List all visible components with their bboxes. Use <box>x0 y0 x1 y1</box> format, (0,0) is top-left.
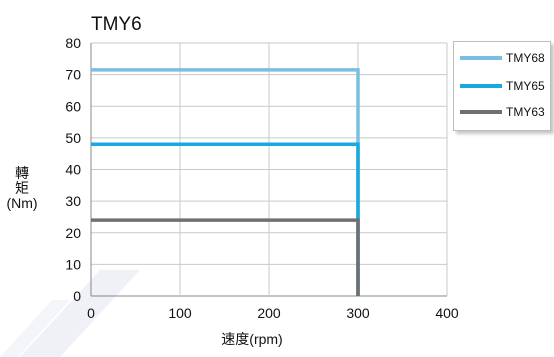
y-axis-label-line: 矩 <box>15 180 29 196</box>
series-line-tmy68 <box>91 68 360 296</box>
x-axis-label: 速度(rpm) <box>221 331 282 347</box>
legend-item-tmy68: TMY68 <box>460 51 545 65</box>
y-tick-label: 40 <box>65 162 81 178</box>
chart-title: TMY6 <box>91 14 142 35</box>
y-tick-label: 10 <box>65 256 81 272</box>
legend-label: TMY68 <box>506 51 545 65</box>
legend: TMY68 TMY65 TMY63 <box>453 41 551 131</box>
y-axis-label-line: (Nm) <box>6 195 38 211</box>
legend-swatch <box>460 56 502 60</box>
plot-grid <box>90 42 448 297</box>
legend-swatch <box>460 110 502 114</box>
y-tick-label: 70 <box>65 67 81 83</box>
plot-series <box>91 68 360 296</box>
tick-labels: 0 10 20 30 40 50 60 70 80 0 100 200 300 400 <box>65 35 458 321</box>
x-tick-label: 100 <box>168 305 192 321</box>
legend-swatch <box>460 84 502 88</box>
y-tick-label: 20 <box>65 225 81 241</box>
x-tick-label: 400 <box>435 305 459 321</box>
legend-label: TMY63 <box>506 105 545 119</box>
legend-item-tmy63: TMY63 <box>460 105 545 119</box>
y-axis-label-line: 轉 <box>15 165 29 181</box>
x-tick-label: 0 <box>87 305 95 321</box>
y-tick-label: 80 <box>65 35 81 51</box>
y-tick-label: 50 <box>65 130 81 146</box>
series-line-tmy63 <box>91 218 360 296</box>
y-tick-label: 60 <box>65 98 81 114</box>
x-tick-label: 200 <box>257 305 281 321</box>
legend-item-tmy65: TMY65 <box>460 79 545 93</box>
x-tick-label: 300 <box>346 305 370 321</box>
y-tick-label: 0 <box>73 288 81 304</box>
legend-label: TMY65 <box>506 79 545 93</box>
y-tick-label: 30 <box>65 193 81 209</box>
y-axis-label: 轉 矩 (Nm) <box>2 166 42 211</box>
